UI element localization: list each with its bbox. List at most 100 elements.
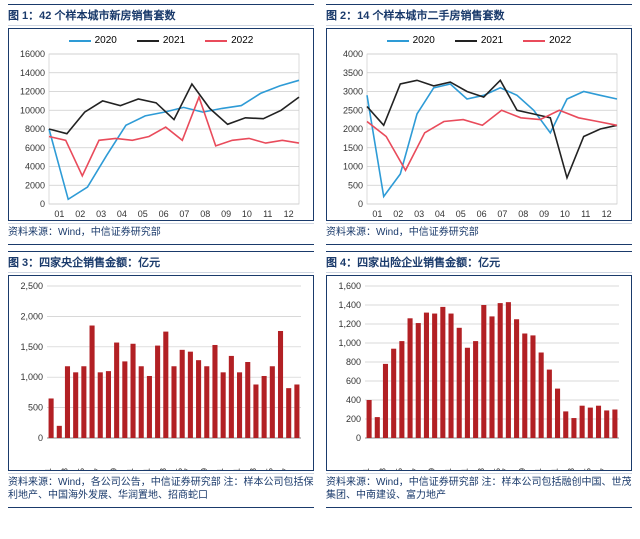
svg-text:01: 01 bbox=[372, 209, 382, 219]
svg-text:04: 04 bbox=[435, 209, 445, 219]
svg-text:0: 0 bbox=[358, 199, 363, 209]
svg-text:2109: 2109 bbox=[517, 467, 527, 469]
svg-text:04: 04 bbox=[117, 209, 127, 219]
svg-text:3500: 3500 bbox=[343, 68, 363, 78]
svg-text:2009: 2009 bbox=[427, 467, 437, 469]
svg-text:10: 10 bbox=[242, 209, 252, 219]
svg-text:2011: 2011 bbox=[443, 467, 453, 469]
svg-text:0: 0 bbox=[356, 433, 361, 443]
svg-text:200: 200 bbox=[346, 414, 361, 424]
svg-text:09: 09 bbox=[539, 209, 549, 219]
svg-text:2001: 2001 bbox=[361, 467, 371, 469]
panel-3-chart: 05001,0001,5002,0002,5002001200320052007… bbox=[8, 275, 314, 471]
panel-2-legend: 2020 2021 2022 bbox=[331, 33, 627, 50]
panel-3-source: 资料来源：Wind，各公司公告，中信证券研究部 注：样本公司包括保利地产、中国海… bbox=[8, 473, 314, 508]
svg-text:2007: 2007 bbox=[92, 467, 102, 469]
svg-text:500: 500 bbox=[28, 402, 43, 412]
svg-text:2109: 2109 bbox=[199, 467, 209, 469]
panel-4: 图 4：四家出险企业销售金额：亿元 02004006008001,0001,20… bbox=[326, 251, 632, 508]
svg-text:6000: 6000 bbox=[25, 143, 45, 153]
svg-text:11: 11 bbox=[263, 209, 272, 219]
panel-1-legend: 2020 2021 2022 bbox=[13, 33, 309, 50]
svg-text:1000: 1000 bbox=[343, 162, 363, 172]
svg-text:2207: 2207 bbox=[281, 467, 291, 469]
chart-svg-4: 02004006008001,0001,2001,4001,6002001200… bbox=[331, 280, 623, 470]
svg-text:11: 11 bbox=[581, 209, 590, 219]
svg-text:1,500: 1,500 bbox=[20, 341, 43, 351]
svg-text:10000: 10000 bbox=[20, 105, 45, 115]
svg-text:2111: 2111 bbox=[215, 467, 225, 469]
svg-text:08: 08 bbox=[518, 209, 528, 219]
panel-1-source: 资料来源：Wind，中信证券研究部 bbox=[8, 223, 314, 245]
svg-text:2003: 2003 bbox=[59, 467, 69, 469]
legend-2021: 2021 bbox=[455, 35, 503, 46]
svg-text:0: 0 bbox=[40, 199, 45, 209]
svg-text:2207: 2207 bbox=[599, 467, 609, 469]
svg-text:2103: 2103 bbox=[476, 467, 486, 469]
svg-text:12000: 12000 bbox=[20, 87, 45, 97]
svg-text:06: 06 bbox=[477, 209, 487, 219]
svg-text:1,600: 1,600 bbox=[338, 281, 361, 291]
svg-text:2201: 2201 bbox=[232, 467, 242, 469]
chart-svg-1: 0200040006000800010000120001400016000010… bbox=[13, 50, 305, 220]
svg-text:1,000: 1,000 bbox=[20, 372, 43, 382]
svg-text:01: 01 bbox=[54, 209, 64, 219]
legend-2021: 2021 bbox=[137, 35, 185, 46]
svg-text:0: 0 bbox=[38, 433, 43, 443]
svg-text:2005: 2005 bbox=[394, 467, 404, 469]
svg-text:1,200: 1,200 bbox=[338, 319, 361, 329]
svg-text:09: 09 bbox=[221, 209, 231, 219]
legend-2020: 2020 bbox=[69, 35, 117, 46]
svg-text:2205: 2205 bbox=[264, 467, 274, 469]
svg-text:16000: 16000 bbox=[20, 50, 45, 59]
svg-text:3000: 3000 bbox=[343, 87, 363, 97]
svg-text:400: 400 bbox=[346, 395, 361, 405]
svg-text:05: 05 bbox=[456, 209, 466, 219]
svg-text:2111: 2111 bbox=[533, 467, 543, 469]
svg-text:12: 12 bbox=[284, 209, 294, 219]
svg-text:02: 02 bbox=[75, 209, 85, 219]
svg-text:2101: 2101 bbox=[141, 467, 151, 469]
panel-grid: 图 1：42 个样本城市新房销售套数 2020 2021 2022 020004… bbox=[8, 4, 632, 508]
svg-text:2011: 2011 bbox=[125, 467, 135, 469]
svg-text:600: 600 bbox=[346, 376, 361, 386]
svg-text:2005: 2005 bbox=[76, 467, 86, 469]
panel-2-source: 资料来源：Wind，中信证券研究部 bbox=[326, 223, 632, 245]
svg-text:2203: 2203 bbox=[566, 467, 576, 469]
svg-text:03: 03 bbox=[414, 209, 424, 219]
svg-text:08: 08 bbox=[200, 209, 210, 219]
page-root: 图 1：42 个样本城市新房销售套数 2020 2021 2022 020004… bbox=[0, 0, 640, 539]
panel-3: 图 3：四家央企销售金额：亿元 0 500 1,000 1,500 2,000 2,500… bbox=[8, 251, 314, 508]
svg-text:2103: 2103 bbox=[158, 467, 168, 469]
svg-text:2003: 2003 bbox=[377, 467, 387, 469]
panel-4-title: 图 4：四家出险企业销售金额：亿元 bbox=[326, 251, 632, 273]
svg-text:14000: 14000 bbox=[20, 68, 45, 78]
svg-text:2000: 2000 bbox=[25, 180, 45, 190]
svg-text:2,500: 2,500 bbox=[20, 281, 43, 291]
legend-2020: 2020 bbox=[387, 35, 435, 46]
svg-text:2009: 2009 bbox=[109, 467, 119, 469]
svg-text:1,400: 1,400 bbox=[338, 300, 361, 310]
svg-text:2101: 2101 bbox=[459, 467, 469, 469]
panel-4-chart: 02004006008001,0001,2001,4001,6002001200… bbox=[326, 275, 632, 471]
panel-1-chart: 2020 2021 2022 0200040006000800010000120… bbox=[8, 28, 314, 221]
svg-text:2107: 2107 bbox=[500, 467, 510, 469]
panel-2-chart: 2020 2021 2022 0500100015002000250030003… bbox=[326, 28, 632, 221]
svg-text:07: 07 bbox=[179, 209, 189, 219]
svg-text:500: 500 bbox=[348, 180, 363, 190]
svg-text:8000: 8000 bbox=[25, 124, 45, 134]
svg-text:4000: 4000 bbox=[343, 50, 363, 59]
svg-text:07: 07 bbox=[497, 209, 507, 219]
svg-text:03: 03 bbox=[96, 209, 106, 219]
panel-4-source: 资料来源：Wind，中信证券研究部 注：样本公司包括融创中国、世茂集团、中南建设… bbox=[326, 473, 632, 508]
svg-text:02: 02 bbox=[393, 209, 403, 219]
svg-text:2205: 2205 bbox=[582, 467, 592, 469]
panel-3-title: 图 3：四家央企销售金额：亿元 bbox=[8, 251, 314, 273]
panel-2-title: 图 2：14 个样本城市二手房销售套数 bbox=[326, 4, 632, 26]
svg-text:2500: 2500 bbox=[343, 105, 363, 115]
svg-text:1,000: 1,000 bbox=[338, 338, 361, 348]
svg-text:2,000: 2,000 bbox=[20, 311, 43, 321]
chart-svg-3: 05001,0001,5002,0002,5002001200320052007… bbox=[13, 280, 305, 470]
legend-2022: 2022 bbox=[523, 35, 571, 46]
svg-text:2007: 2007 bbox=[410, 467, 420, 469]
